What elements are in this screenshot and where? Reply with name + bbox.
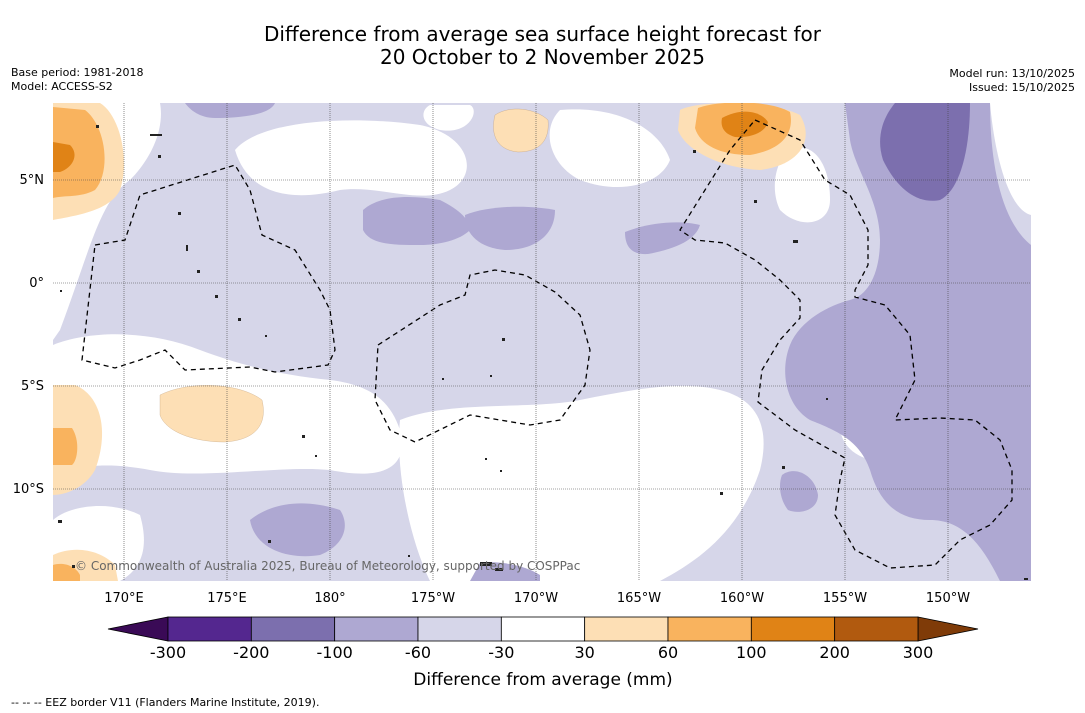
colorbar-segment bbox=[417, 616, 502, 642]
lon-label: 155°W bbox=[823, 591, 867, 606]
positive-band-n bbox=[493, 108, 549, 152]
colorbar-arrow-high bbox=[917, 616, 979, 642]
eez-footnote: -- -- -- EEZ border V11 (Flanders Marine… bbox=[11, 696, 320, 709]
model-name: Model: ACCESS-S2 bbox=[11, 80, 113, 93]
colorbar-segment bbox=[834, 616, 919, 642]
lon-label: 170°E bbox=[104, 591, 144, 606]
positive-band-w bbox=[160, 385, 264, 442]
colorbar-tick-label: -60 bbox=[405, 643, 431, 662]
anomaly-band-c1 bbox=[363, 197, 470, 245]
map-area: © Commonwealth of Australia 2025, Bureau… bbox=[53, 103, 1031, 581]
anomaly-band-dark-ne bbox=[880, 103, 970, 201]
anomaly-band-east bbox=[785, 103, 1031, 581]
latitude-labels: 5°N 0° 5°S 10°S bbox=[13, 173, 44, 497]
positive-band-nw-2 bbox=[53, 107, 105, 198]
colorbar-arrow-low bbox=[107, 616, 169, 642]
positive-band-core-w bbox=[53, 142, 75, 172]
lat-label: 0° bbox=[29, 276, 44, 291]
lon-label: 160°W bbox=[720, 591, 764, 606]
colorbar-tick-label: 30 bbox=[574, 643, 594, 662]
lon-label: 165°W bbox=[617, 591, 661, 606]
colorbar-segment bbox=[500, 616, 586, 642]
colorbar-ticks: -300 -200 -100 -60 -30 30 60 100 200 300 bbox=[150, 643, 933, 662]
islands bbox=[58, 125, 1028, 580]
base-period: Base period: 1981-2018 bbox=[11, 66, 144, 79]
neutral-region-s bbox=[399, 385, 764, 581]
longitude-labels: 170°E 175°E 180° 175°W 170°W 165°W 160°W… bbox=[104, 591, 970, 606]
colorbar-segment bbox=[167, 616, 252, 642]
meta-left: Base period: 1981-2018 Model: ACCESS-S2 bbox=[11, 66, 143, 94]
lat-label: 5°N bbox=[20, 173, 45, 188]
lat-label: 10°S bbox=[13, 482, 44, 497]
colorbar-tick-label: -200 bbox=[233, 643, 269, 662]
neutral-region-ne bbox=[990, 103, 1031, 215]
colorbar bbox=[107, 616, 979, 642]
colorbar-segment bbox=[750, 616, 836, 642]
anomaly-band-sw bbox=[250, 503, 345, 557]
gridlines bbox=[53, 103, 1031, 581]
anomaly-band-c2 bbox=[465, 206, 555, 250]
positive-band-core-n bbox=[721, 111, 768, 138]
colorbar-tick-label: 100 bbox=[736, 643, 767, 662]
meta-right: Model run: 13/10/2025 Issued: 15/10/2025 bbox=[949, 67, 1075, 95]
colorbar-segment bbox=[334, 616, 419, 642]
colorbar-segment bbox=[250, 616, 336, 642]
colorbar-tick-label: -300 bbox=[150, 643, 186, 662]
anomaly-band-c3 bbox=[625, 222, 700, 255]
colorbar-segment bbox=[584, 616, 669, 642]
copyright-notice: © Commonwealth of Australia 2025, Bureau… bbox=[75, 559, 580, 573]
lon-label: 180° bbox=[314, 591, 345, 606]
eez-borders bbox=[81, 119, 1013, 569]
colorbar-segment bbox=[667, 616, 752, 642]
colorbar-label: Difference from average (mm) bbox=[413, 670, 672, 690]
colorbar-tick-label: -30 bbox=[488, 643, 514, 662]
lon-label: 175°W bbox=[411, 591, 455, 606]
lon-label: 175°E bbox=[207, 591, 247, 606]
model-run: Model run: 13/10/2025 bbox=[949, 67, 1075, 80]
title-line-2: 20 October to 2 November 2025 bbox=[379, 45, 706, 69]
lat-label: 5°S bbox=[21, 379, 44, 394]
colorbar-tick-label: 300 bbox=[903, 643, 934, 662]
colorbar-tick-label: 60 bbox=[658, 643, 678, 662]
lon-label: 150°W bbox=[926, 591, 970, 606]
neutral-region-n1 bbox=[235, 120, 467, 196]
issued-date: Issued: 15/10/2025 bbox=[968, 81, 1075, 94]
lon-label: 170°W bbox=[514, 591, 558, 606]
title-line-1: Difference from average sea surface heig… bbox=[263, 22, 822, 46]
neutral-region-n2 bbox=[549, 109, 670, 188]
colorbar-tick-label: -100 bbox=[317, 643, 353, 662]
colorbar-tick-label: 200 bbox=[819, 643, 850, 662]
